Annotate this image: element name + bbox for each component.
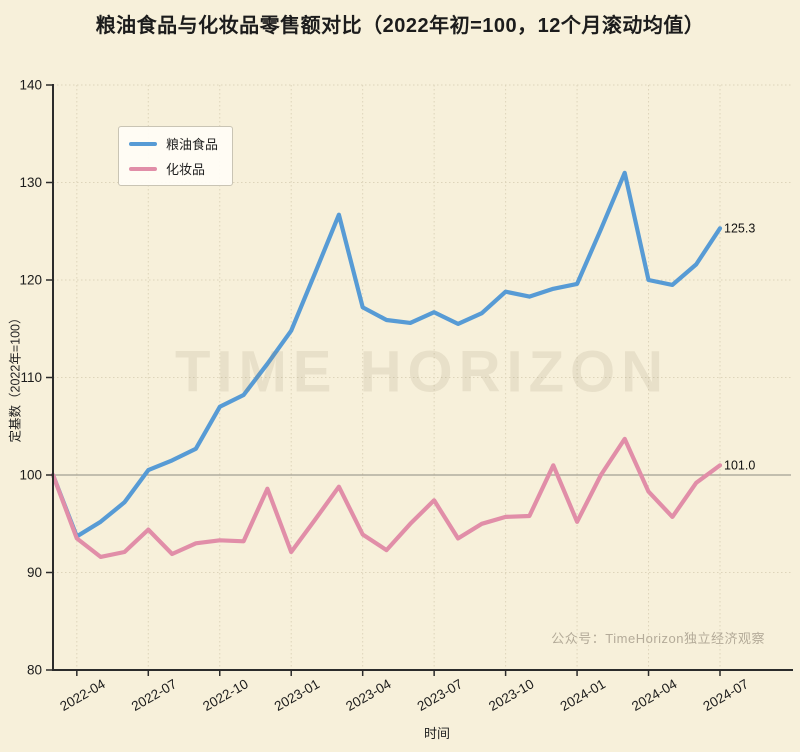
series-end-label: 125.3 [724, 221, 755, 235]
legend-label-grain-food: 粮油食品 [166, 137, 219, 152]
y-tick-label: 110 [20, 370, 42, 385]
x-axis-label: 时间 [423, 726, 451, 741]
x-tick-label: 2024-07 [701, 676, 751, 714]
x-tick-label: 2022-04 [57, 676, 108, 714]
legend-label-cosmetics: 化妆品 [166, 162, 206, 177]
x-tick-label: 2023-01 [272, 676, 322, 714]
y-tick-label: 100 [19, 468, 42, 483]
legend-line-swatch-pink [129, 166, 157, 171]
x-tick-label: 2023-04 [343, 676, 394, 714]
y-tick-label: 80 [27, 663, 42, 678]
series-line-cosmetics [50, 436, 723, 560]
legend-item-cosmetics: 化妆品 [129, 159, 218, 178]
y-axis-label: 定基数（2022年=100） [8, 311, 23, 443]
legend: 粮油食品 化妆品 [118, 126, 234, 186]
attribution-text: 公众号：TimeHorizon独立经济观察 [551, 631, 765, 646]
x-tick-label: 2023-10 [486, 676, 536, 714]
series-end-label: 101.0 [724, 458, 755, 472]
legend-item-grain-food: 粮油食品 [129, 134, 218, 153]
x-tick-label: 2024-04 [629, 676, 680, 714]
y-tick-label: 120 [19, 273, 42, 288]
y-tick-label: 90 [27, 565, 42, 580]
x-tick-label: 2022-07 [129, 676, 179, 714]
y-tick-label: 130 [19, 175, 42, 190]
x-tick-label: 2023-07 [415, 676, 465, 714]
series-line-grain-food [50, 170, 723, 539]
chart-title: 粮油食品与化妆品零售额对比（2022年初=100，12个月滚动均值） [95, 15, 705, 37]
x-tick-label: 2022-10 [200, 676, 250, 714]
x-tick-label: 2024-01 [558, 676, 608, 714]
y-tick-label: 140 [19, 78, 42, 93]
legend-line-swatch-blue [129, 141, 157, 146]
